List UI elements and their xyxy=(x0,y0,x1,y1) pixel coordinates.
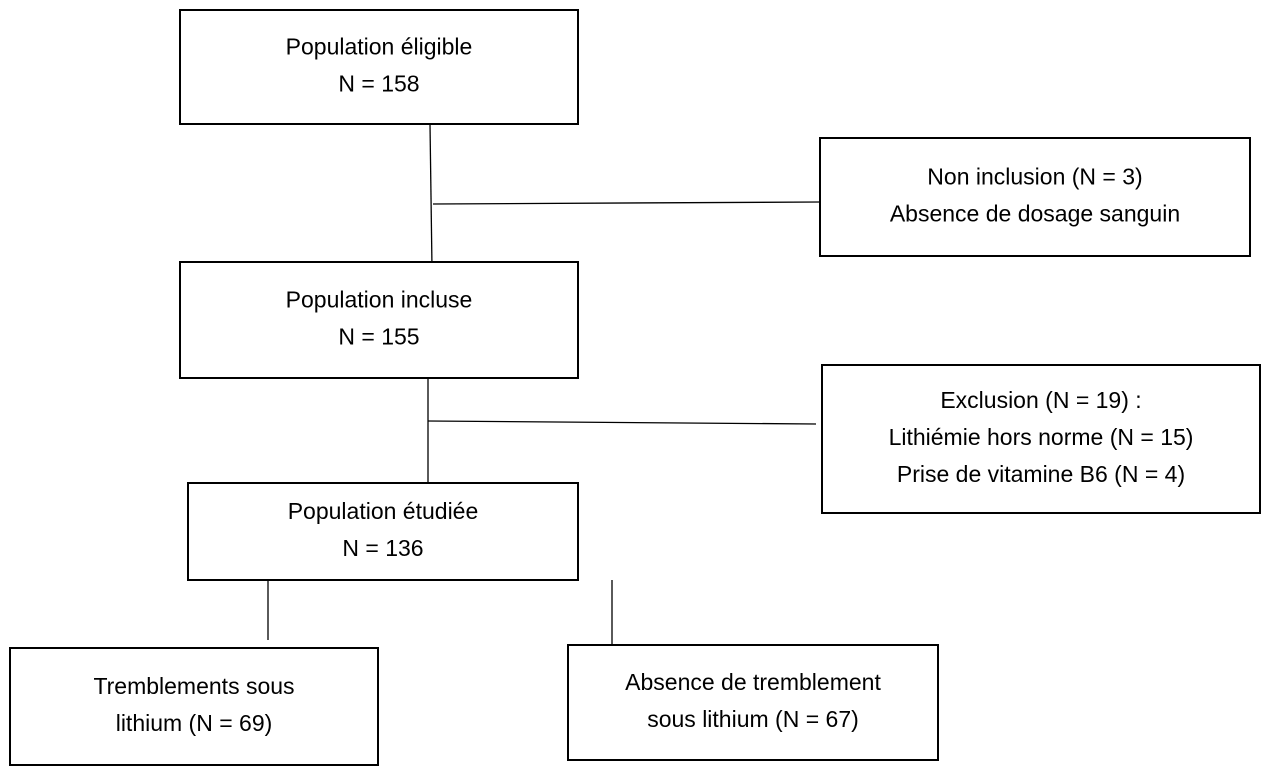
node: Population étudiée N = 136 xyxy=(187,482,579,581)
node-box xyxy=(187,482,579,581)
node-text: Non inclusion (N = 3) xyxy=(927,164,1142,190)
node: Exclusion (N = 19) : Lithiémie hors norme… xyxy=(821,364,1261,514)
node-box xyxy=(819,137,1251,257)
node-text: N = 136 xyxy=(342,535,423,561)
node-text: Lithiémie hors norme (N = 15) xyxy=(889,424,1194,450)
node-text: Population incluse xyxy=(286,287,473,313)
node-text: Absence de dosage sanguin xyxy=(890,201,1180,227)
node-box xyxy=(9,647,379,766)
connector xyxy=(432,201,821,205)
node-text: Absence de tremblement xyxy=(625,669,881,695)
node-text: Population éligible xyxy=(286,34,473,60)
node-box xyxy=(567,644,939,761)
node-text: N = 158 xyxy=(338,71,419,97)
node-box xyxy=(821,364,1261,514)
node-text: Population étudiée xyxy=(288,498,479,524)
node-box xyxy=(179,9,579,125)
node: Tremblements sous lithium (N = 69) xyxy=(9,647,379,766)
node-text: Exclusion (N = 19) : xyxy=(940,387,1141,413)
node-text: sous lithium (N = 67) xyxy=(647,706,859,732)
node: Population incluse N = 155 xyxy=(179,261,579,379)
node-text: Prise de vitamine B6 (N = 4) xyxy=(897,461,1185,487)
node-text: lithium (N = 69) xyxy=(116,710,273,736)
node: Absence de tremblement sous lithium (N = … xyxy=(567,644,939,761)
node-text: N = 155 xyxy=(338,324,419,350)
connector xyxy=(429,123,433,269)
node-text: Tremblements sous xyxy=(93,673,294,699)
node: Non inclusion (N = 3) Absence de dosage s… xyxy=(819,137,1251,257)
connectors xyxy=(267,123,821,645)
node: Population éligible N = 158 xyxy=(179,9,579,125)
node-box xyxy=(179,261,579,379)
connector xyxy=(427,420,817,425)
